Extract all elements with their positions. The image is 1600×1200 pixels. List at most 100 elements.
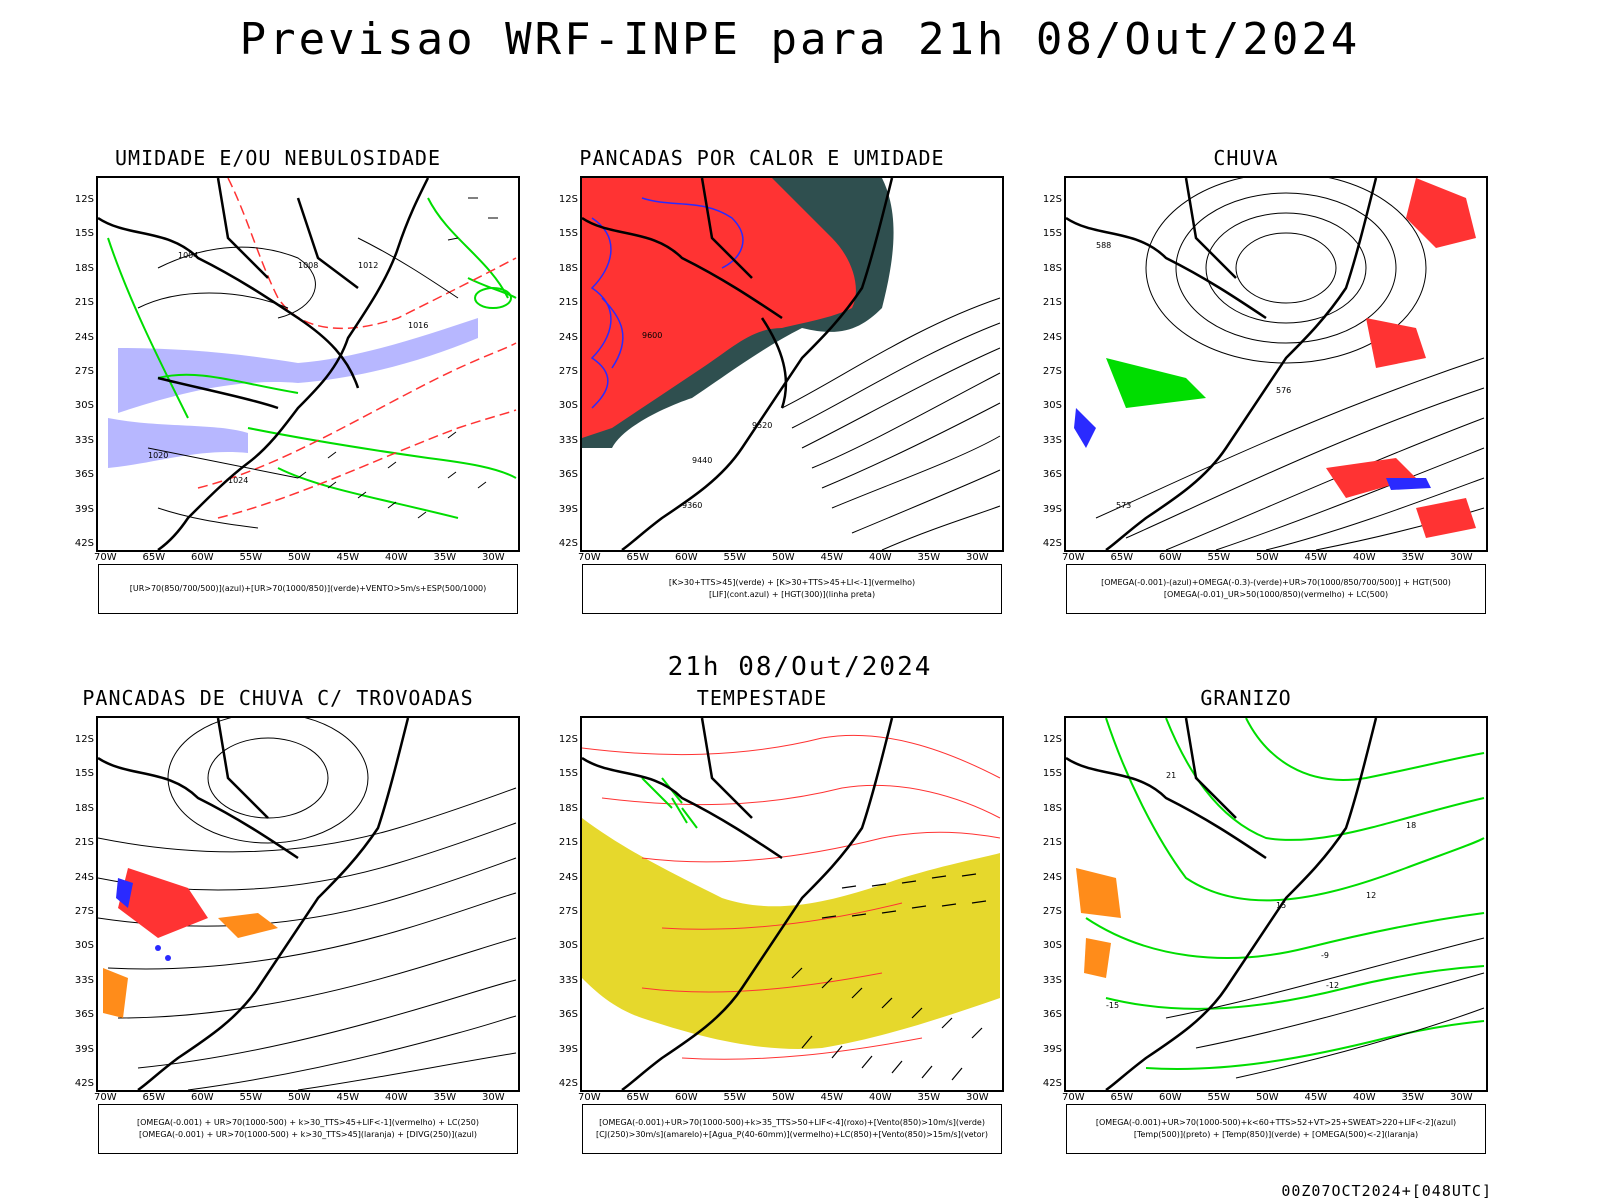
map-area[interactable]: 588 576 573 (1064, 176, 1488, 552)
lat-tick-label: 18S (74, 802, 94, 814)
map-svg: 588 576 573 (1066, 178, 1485, 550)
red-streamlines (582, 734, 1001, 1060)
lat-tick-label: 15S (74, 228, 94, 240)
lat-tick-label: 12S (558, 734, 578, 745)
lon-tick-label: 60W (1159, 552, 1182, 563)
lon-tick-label: 30W (1450, 1092, 1473, 1103)
lat-tick-label: 33S (74, 434, 94, 446)
lat-tick-label: 33S (558, 974, 578, 986)
label-9440: 9440 (692, 456, 712, 465)
lon-tick-label: 65W (1110, 552, 1134, 563)
lat-tick-label: 30S (558, 400, 578, 412)
lon-tick-label: 40W (869, 552, 892, 563)
lat-tick-label: 39S (558, 1043, 578, 1055)
lat-tick-label: 24S (74, 331, 94, 343)
panel-pancadas-calor: PANCADAS POR CALOR E UMIDADE (542, 146, 1004, 626)
lat-tick-label: 30S (74, 400, 94, 412)
lon-tick-label: 60W (1159, 1092, 1182, 1103)
label-1008: 1008 (298, 261, 318, 270)
label-minus9: -9 (1321, 951, 1329, 960)
coastline (1066, 178, 1378, 550)
label-18: 18 (1406, 821, 1416, 830)
label-1024: 1024 (228, 476, 248, 485)
lon-tick-label: 30W (482, 552, 505, 563)
lat-tick-label: 33S (1042, 974, 1062, 986)
lat-tick-label: 36S (1042, 1009, 1062, 1021)
map-svg (98, 718, 517, 1090)
lon-tick-label: 45W (820, 1092, 844, 1103)
panel-legend: [OMEGA(-0.001)+UR>70(1000-500)+k>35_TTS>… (582, 1104, 1002, 1154)
lat-tick-label: 36S (1042, 469, 1062, 481)
lat-tick-label: 21S (74, 837, 94, 849)
lat-tick-label: 30S (1042, 400, 1062, 412)
lat-tick-label: 12S (74, 734, 94, 745)
orange-storm-areas (103, 913, 278, 1018)
footer-run-stamp: 00Z07OCT2024+[048UTC] (1281, 1182, 1492, 1200)
wind-vectors (791, 873, 987, 1081)
lat-tick-label: 42S (1042, 538, 1062, 549)
lon-tick-label: 40W (869, 1092, 892, 1103)
red-storm-areas (118, 868, 208, 938)
green-rain-areas (1106, 358, 1206, 408)
lat-tick-label: 21S (558, 837, 578, 849)
blue-rain-areas (1074, 408, 1431, 490)
lat-tick-label: 39S (1042, 503, 1062, 515)
isobars (137, 237, 459, 529)
map-svg: 9600 9520 9440 9360 (582, 178, 1001, 550)
panel-title: GRANIZO (1200, 686, 1292, 710)
lat-tick-label: 24S (1042, 331, 1062, 343)
lon-tick-label: 65W (626, 552, 650, 563)
hgt300-contours (781, 297, 1001, 550)
map-area[interactable] (580, 716, 1004, 1092)
legend-line: [CJ(250)>30m/s](amarelo)+[Agua_P(40-60mm… (596, 1130, 988, 1139)
label-9520: 9520 (752, 421, 772, 430)
lon-tick-label: 60W (675, 1092, 698, 1103)
map-area[interactable]: -15 -12 -9 15 18 21 12 (1064, 716, 1488, 1092)
legend-line: [OMEGA(-0.001)-(azul)+OMEGA(-0.3)-(verde… (1101, 578, 1451, 587)
lon-tick-label: 30W (966, 552, 989, 563)
map-area[interactable] (96, 716, 520, 1092)
contour-labels: -15 -12 -9 15 18 21 12 (1106, 771, 1416, 1010)
map-area[interactable]: 1004 1008 1012 1016 1020 1024 (96, 176, 520, 552)
lon-tick-label: 50W (1256, 1092, 1279, 1103)
lon-tick-label: 35W (917, 552, 941, 563)
lon-tick-label: 35W (1401, 1092, 1425, 1103)
lat-tick-label: 12S (1042, 194, 1062, 205)
lat-tick-label: 18S (1042, 802, 1062, 814)
main-title: Previsao WRF-INPE para 21h 08/Out/2024 (239, 14, 1361, 65)
lif-blue-contours (590, 197, 744, 409)
lat-tick-label: 24S (74, 871, 94, 883)
label-12: 12 (1366, 891, 1376, 900)
contour-labels: 1004 1008 1012 1016 1020 1024 (148, 251, 428, 485)
lon-tick-label: 65W (142, 552, 166, 563)
lat-tick-label: 18S (558, 262, 578, 274)
lat-tick-label: 36S (558, 1009, 578, 1021)
label-576: 576 (1276, 386, 1291, 395)
lat-tick-label: 33S (558, 434, 578, 446)
blue-divergence (116, 878, 171, 961)
lon-tick-label: 65W (1110, 1092, 1134, 1103)
label-573: 573 (1116, 501, 1131, 510)
lat-tick-label: 42S (558, 538, 578, 549)
panel-legend: [K>30+TTS>45](verde) + [K>30+TTS>45+LI<-… (582, 564, 1002, 614)
coastline (1066, 718, 1378, 1090)
label-21: 21 (1166, 771, 1176, 780)
lat-tick-label: 21S (1042, 837, 1062, 849)
lat-tick-label: 12S (74, 194, 94, 205)
coastline (582, 718, 894, 1090)
lon-tick-label: 40W (1353, 1092, 1376, 1103)
label-1004: 1004 (178, 251, 198, 260)
lat-tick-label: 30S (558, 940, 578, 952)
lat-tick-label: 27S (1042, 906, 1062, 917)
panel-legend: [OMEGA(-0.001)+UR>70(1000-500)+k<60+TTS>… (1066, 1104, 1486, 1154)
lon-tick-label: 55W (1207, 1092, 1231, 1103)
map-area[interactable]: 9600 9520 9440 9360 (580, 176, 1004, 552)
red-rain-areas (1326, 178, 1476, 538)
lon-tick-label: 40W (385, 552, 408, 563)
orange-omega-areas (1076, 868, 1121, 978)
lat-tick-label: 27S (74, 366, 94, 377)
coastline (98, 178, 430, 550)
map-svg: 1004 1008 1012 1016 1020 1024 (98, 178, 517, 550)
lat-tick-label: 18S (74, 262, 94, 274)
lon-tick-label: 50W (1256, 552, 1279, 563)
